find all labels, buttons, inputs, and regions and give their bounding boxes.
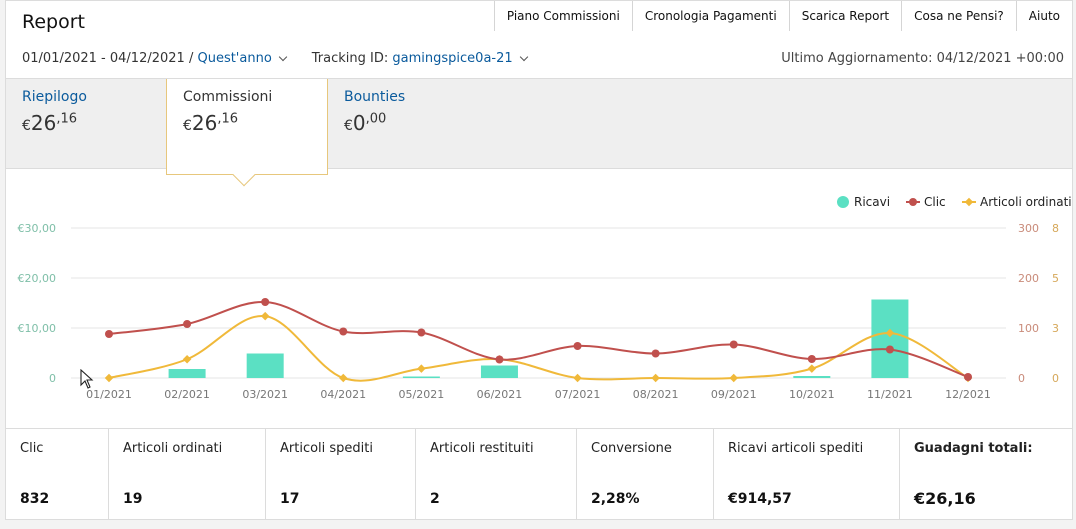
tab-piano-commissioni[interactable]: Piano Commissioni — [494, 1, 633, 31]
point-articoli-ordinati — [417, 364, 426, 373]
chevron-down-icon[interactable] — [278, 52, 288, 62]
bar-ricavi — [793, 376, 831, 378]
tab-value: €26,16 — [22, 111, 78, 135]
tab-cosa-ne-pensi[interactable]: Cosa ne Pensi? — [902, 1, 1017, 31]
legend-label: Ricavi — [854, 195, 890, 209]
point-clic — [105, 330, 113, 338]
tab-scarica-report[interactable]: Scarica Report — [789, 1, 903, 31]
bar-ricavi — [246, 353, 284, 378]
tab-bounties[interactable]: Bounties €0,00 — [328, 79, 488, 170]
x-tick-label: 10/2021 — [789, 388, 835, 401]
tab-commissioni[interactable]: Commissioni €26,16 — [166, 79, 328, 187]
point-clic — [651, 349, 660, 358]
tab-label: Commissioni — [183, 89, 273, 105]
x-tick-label: 07/2021 — [555, 388, 601, 401]
top-nav: Piano Commissioni Cronologia Pagamenti S… — [493, 1, 1072, 31]
y-right1-tick-label: 300 — [1018, 222, 1039, 235]
tab-value: €0,00 — [344, 111, 387, 135]
bar-ricavi — [402, 376, 440, 378]
legend-marker — [837, 196, 849, 208]
y-left-tick-label: 0 — [49, 372, 56, 385]
x-tick-label: 03/2021 — [242, 388, 288, 401]
summary-articoli-spediti: Articoli spediti 17 — [266, 429, 416, 519]
metric-tabs: Riepilogo €26,16 Commissioni €26,16 Boun… — [6, 78, 1072, 187]
filter-row: 01/01/2021 - 04/12/2021 / Quest'anno Tra… — [22, 51, 533, 66]
point-articoli-ordinati — [182, 355, 192, 364]
summary-guadagni-totali: Guadagni totali: €26,16 — [914, 441, 1033, 508]
y-right2-tick-label: 5 — [1052, 272, 1059, 285]
x-tick-label: 09/2021 — [711, 388, 757, 401]
y-right1-tick-label: 100 — [1018, 322, 1039, 335]
summary-articoli-ordinati: Articoli ordinati 19 — [109, 429, 266, 519]
point-clic — [807, 355, 816, 363]
date-range: 01/01/2021 - 04/12/2021 / — [22, 51, 194, 66]
summary-articoli-restituiti: Articoli restituiti 2 — [416, 429, 577, 519]
x-tick-label: 06/2021 — [477, 388, 523, 401]
y-left-tick-label: €10,00 — [18, 322, 57, 335]
tab-value: €26,16 — [183, 111, 239, 135]
point-clic — [885, 345, 894, 354]
point-articoli-ordinati — [807, 364, 817, 373]
y-left-tick-label: €30,00 — [18, 222, 57, 235]
legend-marker — [964, 197, 974, 207]
summary-conversione: Conversione 2,28% — [577, 429, 714, 519]
chevron-down-icon[interactable] — [519, 52, 528, 62]
x-tick-label: 12/2021 — [945, 388, 991, 401]
line-articoli-ordinati — [108, 315, 969, 382]
point-articoli-ordinati — [885, 328, 895, 338]
x-tick-label: 11/2021 — [867, 388, 913, 401]
y-right2-tick-label: 0 — [1052, 372, 1059, 385]
x-tick-label: 04/2021 — [320, 388, 366, 401]
combo-chart: 0 0 0 €10,00 100 3 €20,00 200 5 €30,00 300 8 01/2021… — [18, 195, 1072, 401]
tracking-label: Tracking ID: — [311, 51, 389, 66]
chart-area: 0 0 0 €10,00 100 3 €20,00 200 5 €30,00 300 8 01/2021… — [6, 170, 1072, 428]
point-articoli-ordinati — [339, 373, 348, 383]
x-tick-label: 01/2021 — [86, 388, 132, 401]
point-clic — [261, 298, 270, 306]
legend-label: Articoli ordinati — [980, 195, 1072, 209]
tracking-id-dropdown[interactable]: gamingspice0a-21 — [392, 51, 513, 66]
summary-ricavi-articoli-spediti: Ricavi articoli spediti €914,57 — [714, 429, 900, 519]
period-dropdown[interactable]: Quest'anno — [197, 51, 272, 66]
point-clic — [573, 342, 582, 350]
last-update: Ultimo Aggiornamento: 04/12/2021 +00:00 — [781, 51, 1064, 66]
point-clic — [417, 328, 426, 337]
point-articoli-ordinati — [729, 373, 738, 383]
point-articoli-ordinati — [573, 373, 582, 383]
tab-label: Bounties — [344, 89, 406, 105]
point-clic — [339, 327, 348, 336]
mouse-cursor-icon — [80, 369, 94, 389]
tab-riepilogo[interactable]: Riepilogo €26,16 — [6, 79, 166, 170]
page-title: Report — [22, 11, 85, 33]
bar-ricavi — [168, 369, 206, 378]
point-articoli-ordinati — [651, 373, 660, 383]
point-clic — [495, 355, 504, 364]
x-tick-label: 02/2021 — [164, 388, 210, 401]
y-left-tick-label: €20,00 — [18, 272, 57, 285]
tab-cronologia-pagamenti[interactable]: Cronologia Pagamenti — [632, 1, 790, 31]
x-tick-label: 05/2021 — [399, 388, 445, 401]
y-right2-tick-label: 8 — [1052, 222, 1059, 235]
line-clic — [108, 300, 969, 378]
y-right2-tick-label: 3 — [1052, 322, 1059, 335]
x-tick-label: 08/2021 — [633, 388, 679, 401]
report-panel: Report Piano Commissioni Cronologia Paga… — [5, 0, 1073, 520]
summary-bar: Clic 832 Articoli ordinati 19 Articoli spe… — [6, 428, 1072, 519]
summary-clic: Clic 832 — [6, 429, 109, 519]
legend-label: Clic — [924, 195, 946, 209]
tab-label: Riepilogo — [22, 89, 87, 105]
point-clic — [729, 340, 738, 349]
y-right1-tick-label: 0 — [1018, 372, 1025, 385]
point-clic — [964, 373, 972, 381]
bar-ricavi — [871, 299, 909, 378]
bar-ricavi — [480, 365, 518, 378]
y-right1-tick-label: 200 — [1018, 272, 1039, 285]
point-articoli-ordinati — [260, 311, 270, 321]
tab-aiuto[interactable]: Aiuto — [1016, 1, 1072, 31]
point-articoli-ordinati — [104, 373, 114, 383]
point-clic — [183, 320, 192, 328]
